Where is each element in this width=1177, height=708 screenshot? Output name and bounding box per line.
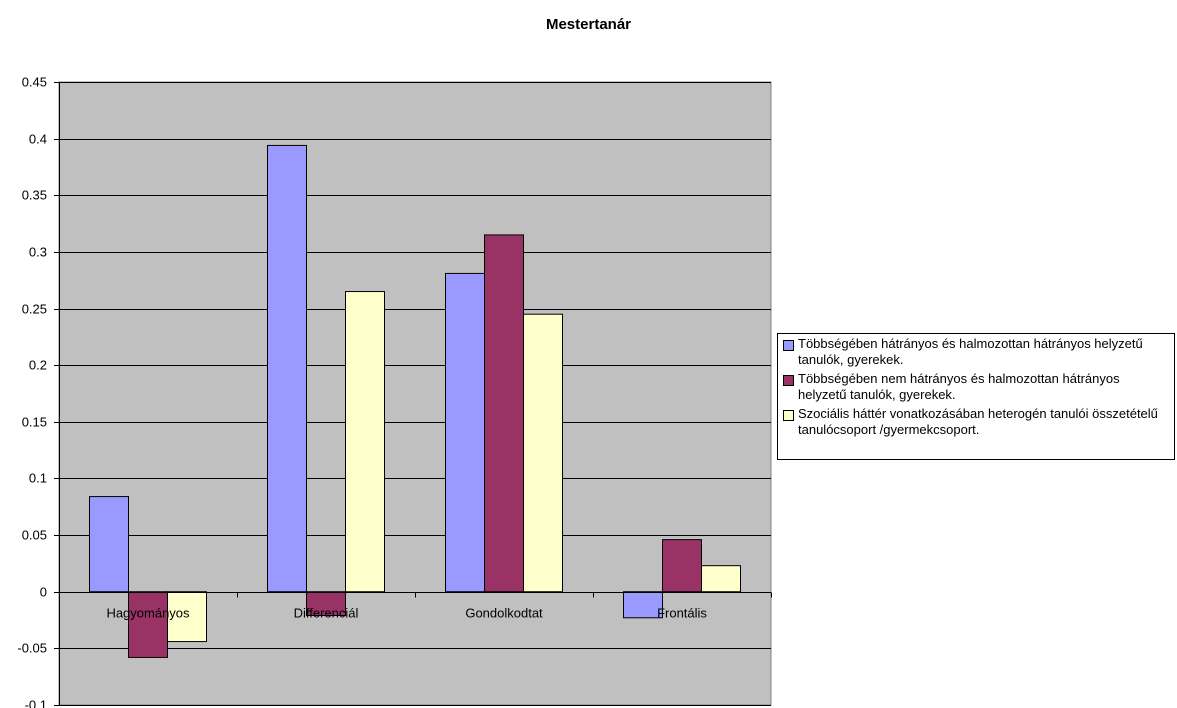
y-tick-label: 0.45 (22, 75, 47, 90)
legend-swatch (783, 340, 794, 351)
bar (701, 565, 741, 593)
bar (306, 591, 346, 617)
bar (523, 313, 563, 593)
x-tick-label: Differenciál (294, 606, 359, 621)
y-tick-label: 0.25 (22, 302, 47, 317)
legend-label: Többségében nem hátrányos és halmozottan… (798, 371, 1120, 402)
legend-swatch (783, 375, 794, 386)
x-tick-label: Frontális (657, 606, 707, 621)
legend-item: Többségében hátrányos és halmozottan hát… (782, 336, 1170, 368)
y-tick-label: 0.05 (22, 528, 47, 543)
legend-label: Szociális háttér vonatkozásában heterogé… (798, 406, 1158, 437)
legend-item: Szociális háttér vonatkozásában heterogé… (782, 406, 1170, 438)
y-tick-label: 0.1 (29, 471, 47, 486)
legend-item: Többségében nem hátrányos és halmozottan… (782, 371, 1170, 403)
y-tick-label: 0.4 (29, 132, 47, 147)
y-tick-label: 0.35 (22, 188, 47, 203)
chart-legend: Többségében hátrányos és halmozottan hát… (777, 333, 1175, 460)
bar (484, 234, 524, 593)
bar (128, 591, 168, 658)
bar (267, 144, 307, 593)
legend-label: Többségében hátrányos és halmozottan hát… (798, 336, 1143, 367)
y-tick-label: 0.3 (29, 245, 47, 260)
bar (623, 591, 663, 619)
chart-title: Mestertanár (545, 16, 632, 33)
y-tick-label: -0.05 (17, 641, 47, 656)
bar (345, 291, 385, 593)
y-tick-label: -0.1 (25, 698, 47, 708)
y-tick-label: 0.2 (29, 358, 47, 373)
bar (445, 272, 485, 593)
y-tick-label: 0 (40, 585, 47, 600)
bar (89, 496, 129, 593)
bar (662, 539, 702, 593)
x-tick-label: Gondolkodtat (465, 606, 543, 621)
x-tick-label: Hagyományos (106, 606, 190, 621)
bar (167, 591, 207, 643)
y-tick-label: 0.15 (22, 415, 47, 430)
legend-swatch (783, 410, 794, 421)
